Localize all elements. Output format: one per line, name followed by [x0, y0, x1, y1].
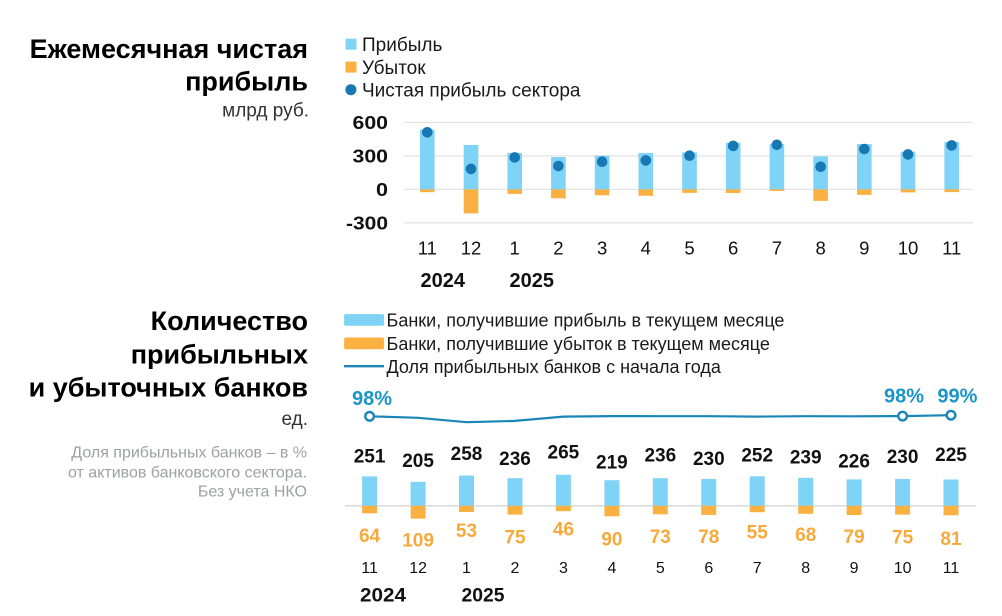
svg-text:3: 3 [597, 238, 607, 259]
svg-text:7: 7 [753, 560, 762, 577]
svg-text:9: 9 [859, 238, 869, 259]
svg-text:230: 230 [693, 449, 725, 470]
svg-text:265: 265 [548, 443, 580, 464]
svg-text:81: 81 [940, 529, 962, 550]
svg-text:46: 46 [553, 520, 574, 541]
svg-text:4: 4 [607, 560, 616, 577]
svg-text:Банки, получившие прибыль в те: Банки, получившие прибыль в текущем меся… [387, 311, 785, 331]
svg-text:600: 600 [353, 112, 389, 133]
svg-text:2: 2 [553, 238, 563, 259]
svg-text:1: 1 [510, 238, 520, 259]
svg-text:6: 6 [704, 560, 713, 577]
svg-text:53: 53 [456, 521, 477, 542]
svg-text:млрд руб.: млрд руб. [222, 101, 309, 122]
svg-text:11: 11 [943, 560, 960, 577]
svg-text:7: 7 [772, 238, 782, 259]
svg-text:2024: 2024 [421, 270, 466, 292]
svg-text:251: 251 [354, 447, 386, 468]
svg-text:Чистая прибыль сектора: Чистая прибыль сектора [362, 81, 581, 102]
svg-text:2025: 2025 [462, 585, 505, 607]
svg-text:прибыльных: прибыльных [131, 339, 308, 369]
svg-text:75: 75 [504, 528, 526, 549]
svg-text:236: 236 [644, 446, 676, 467]
svg-text:64: 64 [359, 526, 381, 547]
svg-text:от активов банковского сектора: от активов банковского сектора. [68, 465, 307, 482]
svg-text:Прибыль: Прибыль [362, 35, 442, 56]
svg-text:239: 239 [790, 448, 822, 469]
svg-text:225: 225 [935, 445, 967, 466]
svg-text:11: 11 [361, 560, 378, 577]
svg-text:0: 0 [376, 179, 388, 200]
svg-text:1: 1 [462, 560, 471, 577]
svg-text:Ежемесячная чистая: Ежемесячная чистая [30, 34, 308, 64]
svg-text:2024: 2024 [360, 585, 406, 607]
svg-text:3: 3 [559, 560, 568, 577]
svg-text:Банки, получившие убыток в тек: Банки, получившие убыток в текущем месяц… [387, 334, 770, 354]
svg-text:12: 12 [409, 560, 427, 577]
svg-text:79: 79 [844, 527, 865, 548]
svg-text:226: 226 [838, 452, 870, 473]
svg-text:75: 75 [892, 528, 914, 549]
svg-text:11: 11 [418, 238, 437, 259]
svg-text:55: 55 [747, 523, 769, 544]
svg-text:и убыточных банков: и убыточных банков [29, 372, 308, 402]
svg-text:8: 8 [801, 560, 810, 577]
svg-text:Доля прибыльных банков – в %: Доля прибыльных банков – в % [71, 445, 307, 462]
svg-text:5: 5 [684, 238, 694, 259]
svg-text:99%: 99% [937, 386, 977, 408]
svg-text:Убыток: Убыток [362, 58, 426, 79]
svg-text:ед.: ед. [281, 409, 308, 430]
svg-text:230: 230 [887, 447, 919, 468]
svg-text:9: 9 [850, 560, 859, 577]
svg-text:2025: 2025 [510, 270, 555, 292]
svg-text:Без учета НКО: Без учета НКО [198, 484, 307, 501]
svg-text:11: 11 [942, 238, 961, 259]
svg-text:5: 5 [656, 560, 665, 577]
svg-text:Количество: Количество [151, 306, 308, 336]
svg-text:12: 12 [461, 238, 482, 259]
svg-text:2: 2 [511, 560, 520, 577]
svg-text:90: 90 [601, 530, 622, 551]
svg-text:258: 258 [451, 444, 483, 465]
svg-text:109: 109 [402, 531, 434, 552]
svg-text:73: 73 [650, 527, 671, 548]
svg-text:Доля прибыльных банков с начал: Доля прибыльных банков с начала года [387, 357, 722, 377]
svg-text:98%: 98% [352, 388, 392, 410]
svg-text:4: 4 [641, 238, 651, 259]
svg-text:прибыль: прибыль [185, 66, 308, 96]
svg-text:10: 10 [898, 238, 919, 259]
svg-text:10: 10 [894, 560, 912, 577]
svg-text:68: 68 [795, 525, 816, 546]
svg-text:8: 8 [815, 238, 825, 259]
svg-text:98%: 98% [884, 386, 924, 408]
svg-text:236: 236 [499, 449, 531, 470]
svg-text:252: 252 [741, 446, 773, 467]
svg-text:78: 78 [698, 527, 719, 548]
svg-text:219: 219 [596, 453, 628, 474]
svg-text:6: 6 [728, 238, 738, 259]
svg-text:-300: -300 [346, 212, 388, 233]
svg-text:205: 205 [402, 451, 434, 472]
svg-text:300: 300 [353, 146, 389, 167]
